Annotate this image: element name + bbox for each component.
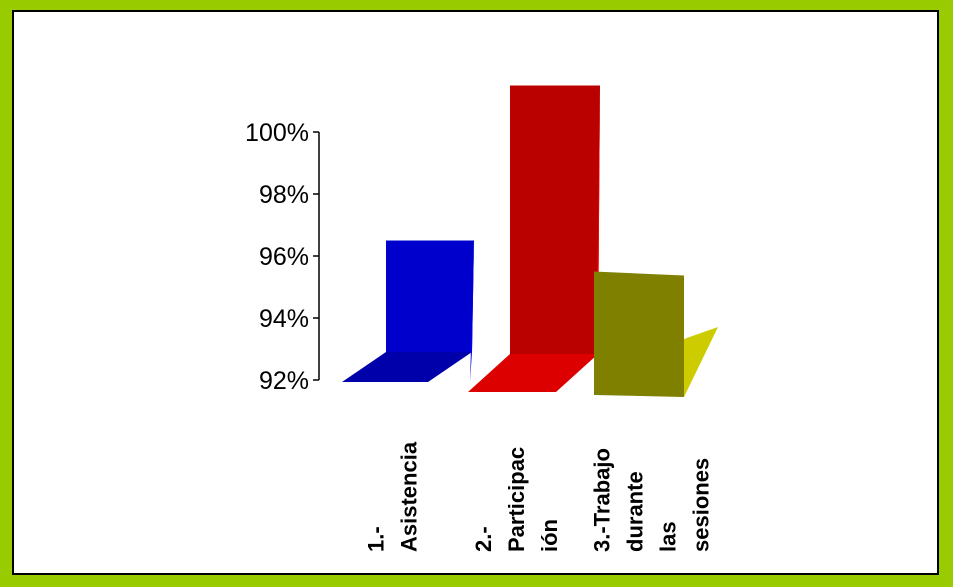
y-tick-label: 92% — [259, 367, 309, 395]
bar-asistencia-side — [470, 240, 474, 382]
category-label-participacion: 2.- — [471, 526, 496, 552]
category-label-asistencia: Asistencia — [397, 441, 422, 552]
category-label-trabajo: sesiones — [689, 458, 714, 552]
category-label-trabajo: durante — [623, 471, 648, 552]
bar-asistencia-floor — [342, 352, 472, 382]
category-label-participacion: ión — [537, 519, 562, 552]
y-tick-label: 96% — [259, 243, 309, 271]
chart-panel: 92% 94% 96% 98% 100% 1.- Asistencia 2.- Partici… — [12, 10, 939, 575]
y-axis: 92% 94% 96% 98% 100% — [245, 119, 320, 395]
bar-participacion-floor — [468, 354, 598, 392]
bar-asistencia-wall — [386, 240, 474, 352]
y-tick-label: 100% — [245, 119, 309, 147]
category-label-trabajo: 3.-Trabajo — [590, 448, 615, 552]
category-label-participacion: Participac — [504, 447, 529, 552]
bar-chart: 92% 94% 96% 98% 100% 1.- Asistencia 2.- Partici… — [245, 85, 718, 552]
y-tick-label: 98% — [259, 181, 309, 209]
category-labels: 1.- Asistencia 2.- Participac ión 3.-Trabajo d… — [364, 441, 714, 552]
bar-participacion-wall — [510, 85, 600, 354]
bar-trabajo-face — [594, 271, 684, 397]
category-label-trabajo: las — [656, 521, 681, 552]
bar-trabajo-floor — [684, 327, 718, 397]
category-label-asistencia: 1.- — [364, 526, 389, 552]
y-tick-label: 94% — [259, 305, 309, 333]
bars — [342, 85, 718, 397]
